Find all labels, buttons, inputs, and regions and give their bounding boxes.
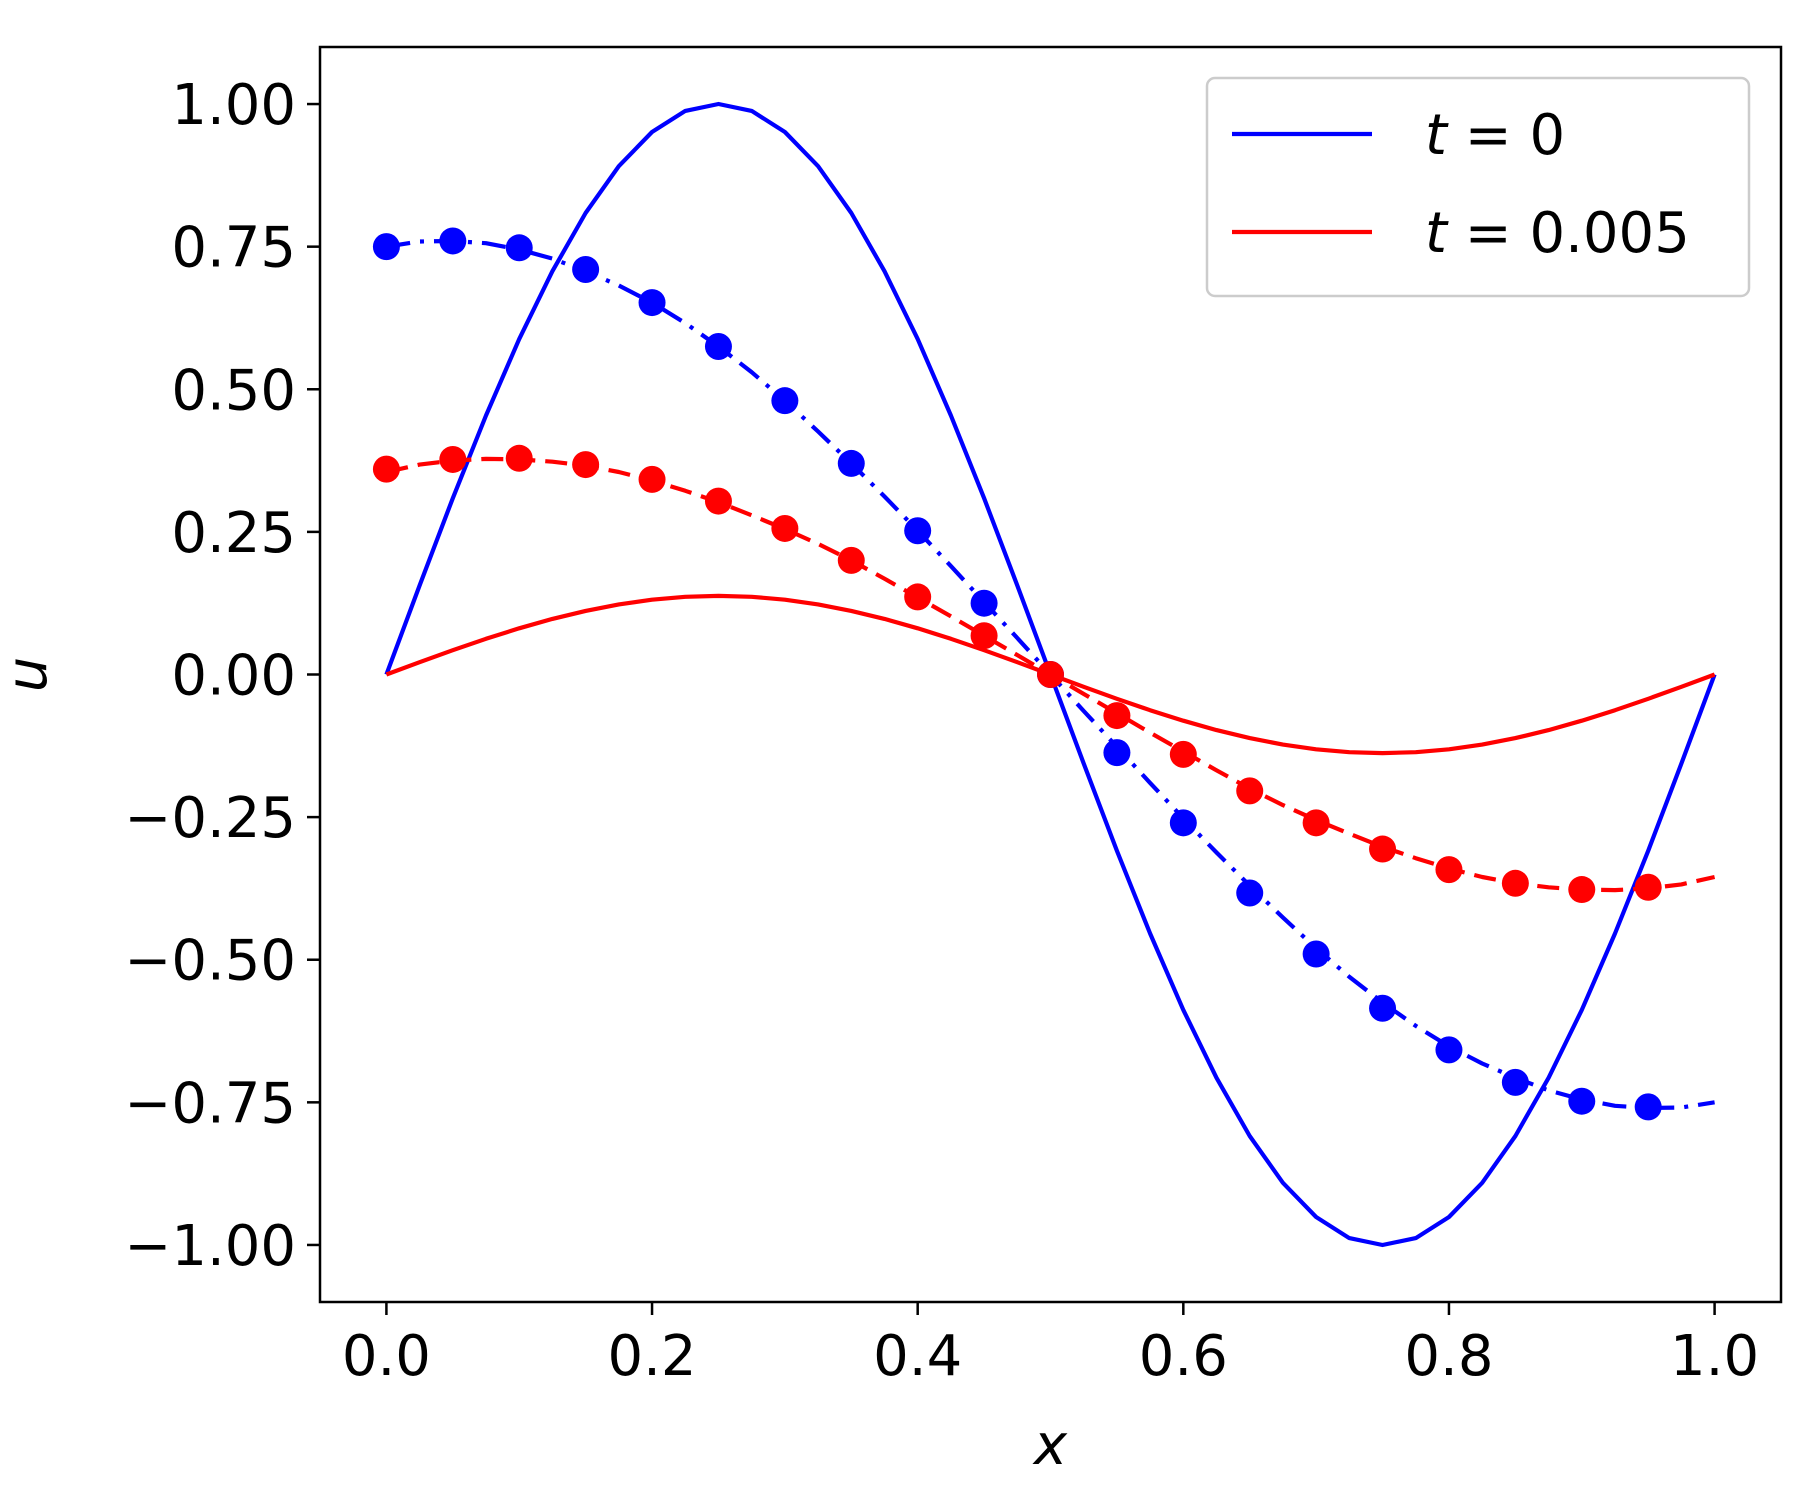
series-4-marker-9: [970, 589, 998, 617]
series-5-marker-13: [1236, 777, 1264, 805]
y-tick-label-7: −0.75: [124, 1071, 296, 1136]
y-tick-label-3: 0.25: [171, 501, 296, 566]
series-5-marker-7: [837, 546, 865, 574]
series-5-marker-3: [572, 451, 600, 479]
series-4-marker-11: [1103, 739, 1131, 767]
legend-label-1: t = 0.005: [1425, 201, 1690, 266]
series-5-marker-18: [1568, 876, 1596, 904]
series-5-marker-15: [1369, 835, 1397, 863]
x-axis-label: x: [1032, 1413, 1068, 1478]
series-4-marker-16: [1435, 1036, 1463, 1064]
series-5-marker-11: [1103, 702, 1131, 730]
series-5-marker-1: [439, 445, 467, 473]
series-4-marker-17: [1501, 1068, 1529, 1096]
x-tick-label-4: 0.8: [1404, 1324, 1493, 1389]
y-tick-label-0: 1.00: [171, 73, 296, 138]
series-4-marker-3: [572, 255, 600, 283]
series-5-marker-17: [1501, 869, 1529, 897]
series-4-marker-0: [372, 233, 400, 261]
series-4-marker-14: [1302, 940, 1330, 968]
legend-label-eq-1: =: [1447, 201, 1530, 266]
series-4-marker-1: [439, 227, 467, 255]
series-5-marker-16: [1435, 856, 1463, 884]
x-tick-label-0: 0.0: [342, 1324, 431, 1389]
series-5-marker-4: [638, 465, 666, 493]
series-5-marker-0: [372, 455, 400, 483]
legend-label-value-1: 0.005: [1530, 201, 1690, 266]
series-layer: [372, 101, 1717, 1248]
x-tick-label-2: 0.4: [873, 1324, 962, 1389]
series-4-marker-2: [505, 234, 533, 262]
series-5-marker-2: [505, 444, 533, 472]
series-4-marker-7: [837, 449, 865, 477]
x-tick-label-3: 0.6: [1139, 1324, 1228, 1389]
series-5-marker-6: [771, 514, 799, 542]
series-5-marker-12: [1169, 740, 1197, 768]
y-tick-label-5: −0.25: [124, 786, 296, 851]
legend-label-0: t = 0: [1425, 103, 1565, 168]
x-tick-label-1: 0.2: [608, 1324, 697, 1389]
series-5-marker-8: [904, 583, 932, 611]
series-4-marker-19: [1634, 1093, 1662, 1121]
legend-label-eq-0: =: [1447, 103, 1530, 168]
legend-label-var-0: t: [1425, 103, 1449, 168]
series-5-marker-14: [1302, 809, 1330, 837]
series-4-marker-8: [904, 517, 932, 545]
series-4-marker-13: [1236, 879, 1264, 907]
legend-label-value-0: 0: [1530, 103, 1566, 168]
x-tick-label-5: 1.0: [1670, 1324, 1759, 1389]
series-5-marker-5: [704, 487, 732, 515]
series-4-marker-15: [1369, 994, 1397, 1022]
legend: t = 0t = 0.005: [1205, 76, 1751, 298]
legend-label-var-1: t: [1425, 201, 1449, 266]
series-4-marker-12: [1169, 809, 1197, 837]
series-5-marker-19: [1634, 873, 1662, 901]
y-tick-label-2: 0.50: [171, 358, 296, 423]
series-5-marker-9: [970, 622, 998, 650]
y-tick-label-1: 0.75: [171, 216, 296, 281]
series-4-marker-4: [638, 289, 666, 317]
series-4-marker-6: [771, 387, 799, 415]
series-4-marker-5: [704, 332, 732, 360]
series-4-marker-18: [1568, 1087, 1596, 1115]
y-axis-label: u: [0, 657, 60, 693]
ticks-layer: 0.0 0.2 0.4 0.6 0.8 1.0 1.00 0.75 0.50 0.25 0.00 −0…: [124, 73, 1759, 1389]
y-tick-label-8: −1.00: [124, 1214, 296, 1279]
series-5-marker-10: [1037, 661, 1064, 688]
y-tick-label-6: −0.50: [124, 929, 296, 994]
y-tick-label-4: 0.00: [171, 644, 296, 709]
